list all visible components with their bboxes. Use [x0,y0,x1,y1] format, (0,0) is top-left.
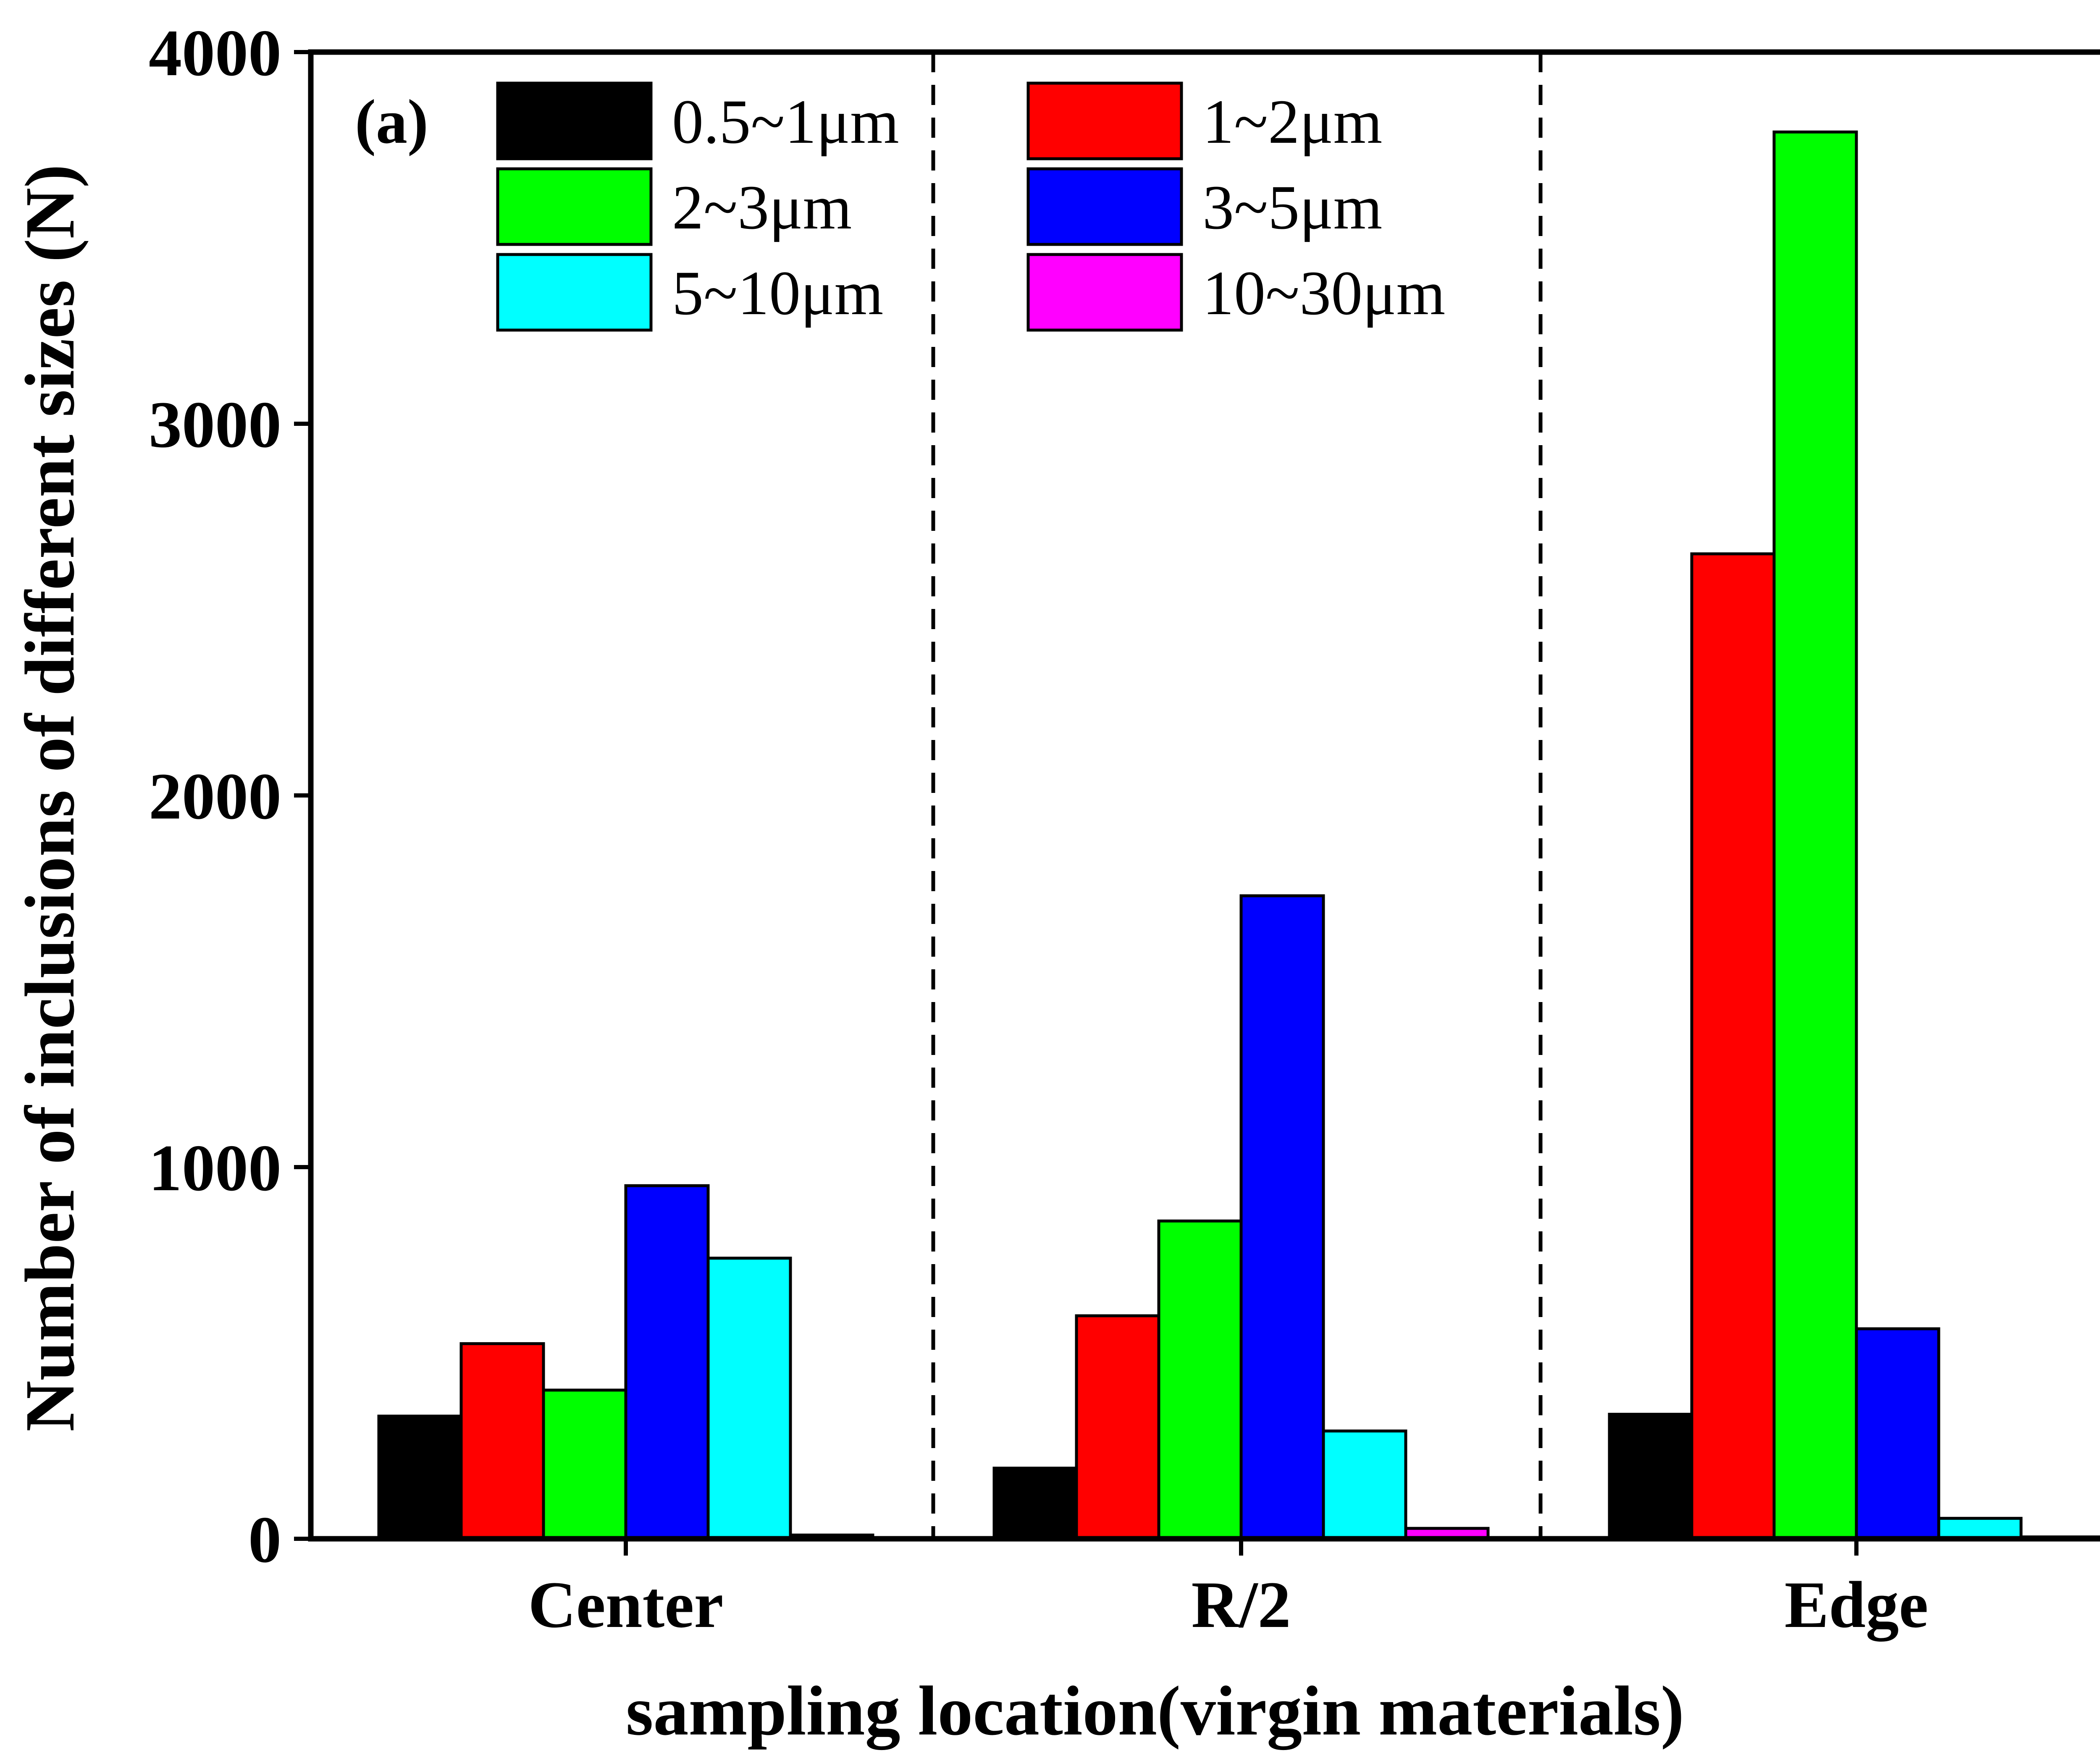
x-tick-label: R/2 [1192,1568,1291,1642]
legend-label: 2~3μm [672,173,852,242]
bars-layer [377,130,2100,1540]
y-tick-label: 1000 [149,1131,281,1205]
y-tick-label: 0 [248,1503,281,1577]
legend-swatch [1026,253,1183,332]
bar-r2-series-5 [1322,1429,1407,1540]
legend-swatch [1026,167,1183,246]
panel-label: (a) [355,87,428,157]
legend-item: 0.5~1μm [496,81,899,160]
x-axis-ticks: Center R/2 Edge [528,1539,1928,1642]
y-axis-ticks: 0 1000 2000 3000 4000 [149,16,311,1577]
y-tick-label: 2000 [149,760,281,833]
legend-label: 0.5~1μm [672,87,899,157]
bar-edge-series-1 [1608,1413,1693,1540]
legend-swatch [1026,81,1183,160]
x-tick-label: Edge [1785,1568,1928,1642]
legend-label: 10~30μm [1202,258,1445,328]
bar-center-series-3 [542,1388,627,1540]
x-axis-title: sampling location(virgin materials) [626,1672,1684,1750]
bar-center-series-1 [377,1414,463,1540]
legend-label: 3~5μm [1202,173,1382,242]
bar-edge-series-3 [1772,130,1858,1540]
y-axis-title: Number of inclusions of different sizes … [11,164,89,1432]
bar-r2-series-4 [1239,894,1325,1540]
bar-edge-series-2 [1690,552,1776,1540]
bar-center-series-2 [459,1342,545,1540]
legend-swatch [496,81,653,160]
legend-item: 1~2μm [1026,81,1382,160]
bar-r2-series-3 [1157,1219,1243,1540]
legend-item: 2~3μm [496,167,852,246]
bar-center-series-4 [624,1184,710,1540]
legend-label: 1~2μm [1202,87,1382,157]
bar-edge-series-4 [1855,1327,1940,1540]
legend: 0.5~1μm 1~2μm 2~3μm 3~5μm 5~10μm 10~30μm [496,81,1445,332]
legend-item: 5~10μm [496,253,883,332]
y-tick-label: 3000 [149,388,281,462]
legend-swatch [496,167,653,246]
bar-center-series-5 [706,1257,792,1540]
bar-r2-series-1 [992,1467,1078,1540]
y-tick-label: 4000 [149,16,281,90]
legend-item: 10~30μm [1026,253,1445,332]
legend-item: 3~5μm [1026,167,1382,246]
group-separators [931,52,1543,1539]
bar-r2-series-2 [1075,1314,1160,1540]
x-tick-label: Center [528,1568,724,1642]
bar-edge-series-5 [1937,1517,2023,1540]
legend-swatch [496,253,653,332]
legend-label: 5~10μm [672,258,883,328]
